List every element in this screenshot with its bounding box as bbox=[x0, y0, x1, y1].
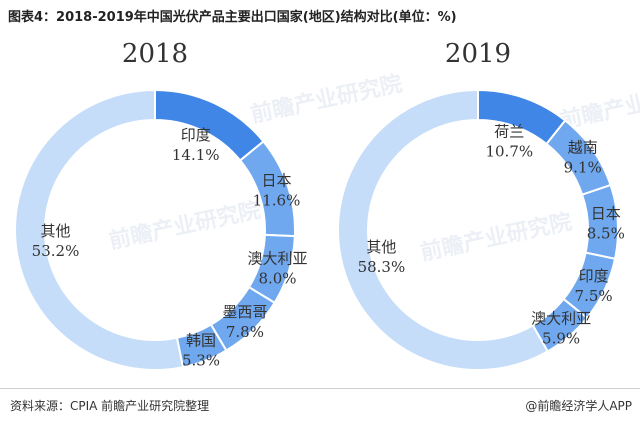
slice-value-2018-4: 7.8% bbox=[226, 323, 264, 341]
footer: 资料来源：CPIA 前瞻产业研究院整理 @前瞻经济学人APP bbox=[0, 388, 640, 422]
donut-slice-2018-6 bbox=[14, 88, 185, 371]
slice-value-2019-4: 7.5% bbox=[575, 287, 613, 305]
chart-title-2019: 2019 bbox=[445, 39, 511, 69]
slice-value-2018-6: 53.2% bbox=[32, 242, 80, 260]
brand-credit: @前瞻经济学人APP bbox=[525, 399, 632, 413]
slice-name-2018-4: 墨西哥 bbox=[222, 303, 267, 321]
slices-2019 bbox=[337, 88, 619, 371]
slice-value-2019-3: 8.5% bbox=[587, 224, 625, 242]
labels-2019: 荷兰 10.7% 越南 9.1% 日本 8.5% 印度 7.5% 澳大利亚 5.9% 其他 58.3% bbox=[358, 122, 625, 347]
slice-name-2018-1: 印度 bbox=[181, 126, 211, 144]
slice-name-2019-6: 其他 bbox=[366, 238, 396, 256]
donut-chart-2019: 2019 荷兰 10.7% 越南 9.1% 日本 8.5% 印度 7.5% 澳大利亚 5.9% 其他… bbox=[337, 39, 625, 371]
donut-chart-2018: 2018 印度 14.1% 日本 11.6% 澳大利亚 8.0% 墨西哥 7.8% 韩国 5.3%… bbox=[14, 39, 308, 371]
slice-value-2019-6: 58.3% bbox=[358, 258, 406, 276]
slice-name-2019-3: 日本 bbox=[591, 204, 621, 222]
slice-name-2019-1: 荷兰 bbox=[494, 122, 524, 140]
charts-canvas: 前瞻产业研究院 前瞻产业研究院 前瞻产业研究院 前瞻产业研究院 2018 印度1… bbox=[14, 39, 640, 371]
watermark-3: 前瞻产业研究院 bbox=[418, 209, 574, 266]
figure-title: 图表4：2018-2019年中国光伏产品主要出口国家(地区)结构对比(单位：%) bbox=[8, 10, 457, 25]
slice-value-2019-1: 10.7% bbox=[485, 142, 533, 160]
slice-name-2018-2: 日本 bbox=[261, 172, 291, 190]
slice-name-2018-6: 其他 bbox=[40, 222, 70, 240]
slice-value-2019-2: 9.1% bbox=[564, 158, 602, 176]
slice-value-2018-1: 14.1% bbox=[172, 146, 220, 164]
slice-value-2018-5: 5.3% bbox=[182, 352, 220, 370]
labels-2018: 印度 14.1% 日本 11.6% 澳大利亚 8.0% 墨西哥 7.8% 韩国 5.3% 其他 53.… bbox=[32, 126, 308, 369]
slice-value-2019-5: 5.9% bbox=[542, 329, 580, 347]
slice-name-2019-5: 澳大利亚 bbox=[531, 309, 591, 327]
slice-name-2019-2: 越南 bbox=[568, 138, 598, 156]
slice-name-2018-3: 澳大利亚 bbox=[247, 249, 307, 267]
slice-value-2018-2: 11.6% bbox=[253, 192, 301, 210]
watermark-2: 前瞻产业研究院 bbox=[248, 71, 404, 128]
source-note: 资料来源：CPIA 前瞻产业研究院整理 bbox=[10, 399, 210, 413]
slice-value-2018-3: 8.0% bbox=[258, 269, 296, 287]
slice-name-2019-4: 印度 bbox=[579, 267, 609, 285]
donut-slice-2019-6 bbox=[337, 88, 550, 371]
watermark-1: 前瞻产业研究院 bbox=[107, 197, 263, 254]
slices-2018 bbox=[14, 88, 296, 371]
slice-name-2018-5: 韩国 bbox=[186, 332, 216, 350]
chart-title-2018: 2018 bbox=[122, 39, 188, 69]
